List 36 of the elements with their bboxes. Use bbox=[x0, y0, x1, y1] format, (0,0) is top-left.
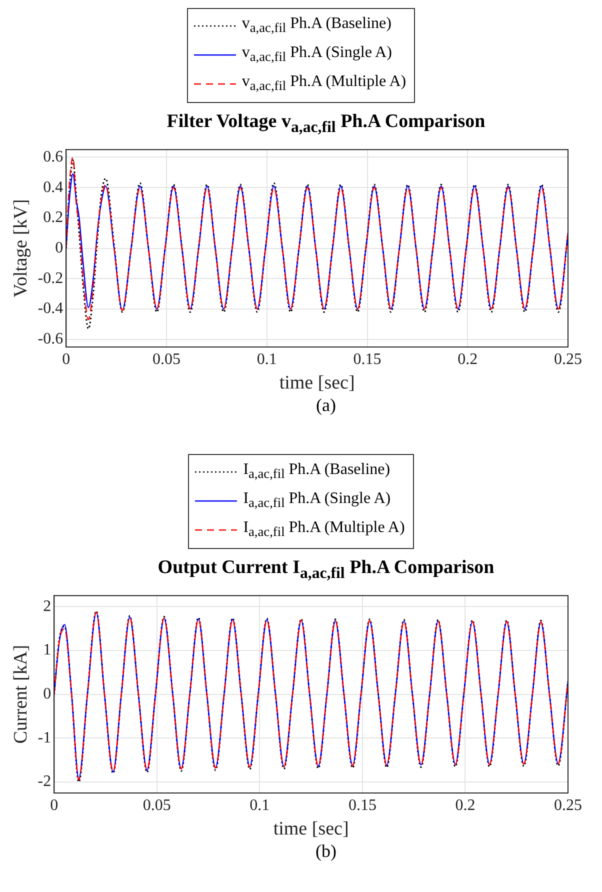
y-tick-label: -0.2 bbox=[38, 270, 64, 287]
x-tick-label: 0.05 bbox=[142, 796, 171, 814]
legend-label: I$_{a,ac,fil}$ Ph.A (Multiple A) bbox=[243, 518, 405, 540]
x-tick-label: 0.25 bbox=[554, 796, 582, 814]
x-tick-label: 0.15 bbox=[348, 796, 376, 814]
text: (b) bbox=[314, 840, 338, 862]
legend-label: I$_{a,ac,fil}$ Ph.A (Baseline) bbox=[243, 460, 390, 482]
chart-title: Filter Voltage v$_{a,ac,fil}$ Ph.A Comparison bbox=[166, 111, 486, 137]
y-tick-label: -0.6 bbox=[38, 330, 64, 348]
y-tick-label: 0.2 bbox=[43, 208, 64, 226]
x-tick-label: 0.05 bbox=[152, 350, 181, 368]
legend-label: v$_{a,ac,fil}$ Ph.A (Multiple A) bbox=[242, 72, 406, 94]
y-tick-label: 0.4 bbox=[43, 178, 64, 196]
x-axis-title: time [sec] bbox=[279, 372, 355, 394]
x-tick-label: 0.25 bbox=[554, 350, 582, 368]
y-axis-title: Current [kA] bbox=[10, 644, 32, 744]
x-tick-label: 0.2 bbox=[458, 350, 478, 368]
chart-title: Output Current I$_{a,ac,fil}$ Ph.A Comparison bbox=[156, 557, 496, 583]
y-tick-label: -2 bbox=[38, 773, 52, 790]
y-tick-label: 0 bbox=[55, 239, 64, 256]
x-axis-title: time [sec] bbox=[273, 818, 349, 840]
y-axis-title: Voltage [kV] bbox=[10, 198, 32, 298]
y-tick-label: 0 bbox=[43, 685, 52, 702]
y-tick-label: 0.6 bbox=[43, 148, 64, 166]
legend-label: v$_{a,ac,fil}$ Ph.A (Single A) bbox=[242, 44, 392, 66]
x-tick-label: 0.15 bbox=[353, 350, 382, 368]
text: (a) bbox=[315, 394, 337, 416]
x-tick-label: 0.2 bbox=[455, 796, 476, 814]
x-tick-label: 0.1 bbox=[256, 350, 277, 368]
y-tick-label: 2 bbox=[43, 598, 52, 615]
x-tick-label: 0.1 bbox=[250, 796, 270, 814]
legend-label: v$_{a,ac,fil}$ Ph.A (Baseline) bbox=[242, 14, 392, 36]
y-tick-label: -0.4 bbox=[38, 300, 64, 318]
y-tick-label: 1 bbox=[43, 641, 52, 658]
y-tick-label: -1 bbox=[38, 729, 52, 746]
legend-label: I$_{a,ac,fil}$ Ph.A (Single A) bbox=[243, 490, 391, 512]
